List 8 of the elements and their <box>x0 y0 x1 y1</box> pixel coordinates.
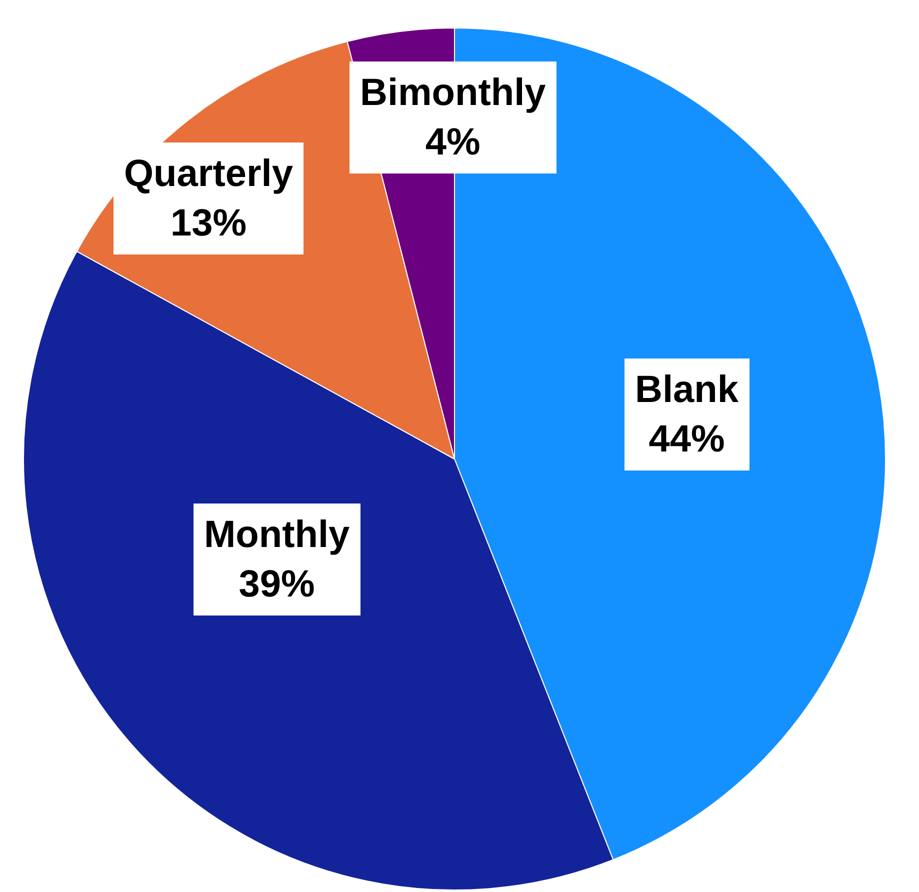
slice-label: Blank <box>635 369 740 411</box>
data-label: 39% <box>238 563 315 606</box>
slice-label: Bimonthly <box>360 72 546 114</box>
slice-label: Monthly <box>204 514 350 556</box>
data-label: 4% <box>425 121 480 164</box>
data-label: 13% <box>170 202 247 244</box>
data-label: 44% <box>648 418 725 460</box>
slice-label: Quarterly <box>124 153 293 195</box>
